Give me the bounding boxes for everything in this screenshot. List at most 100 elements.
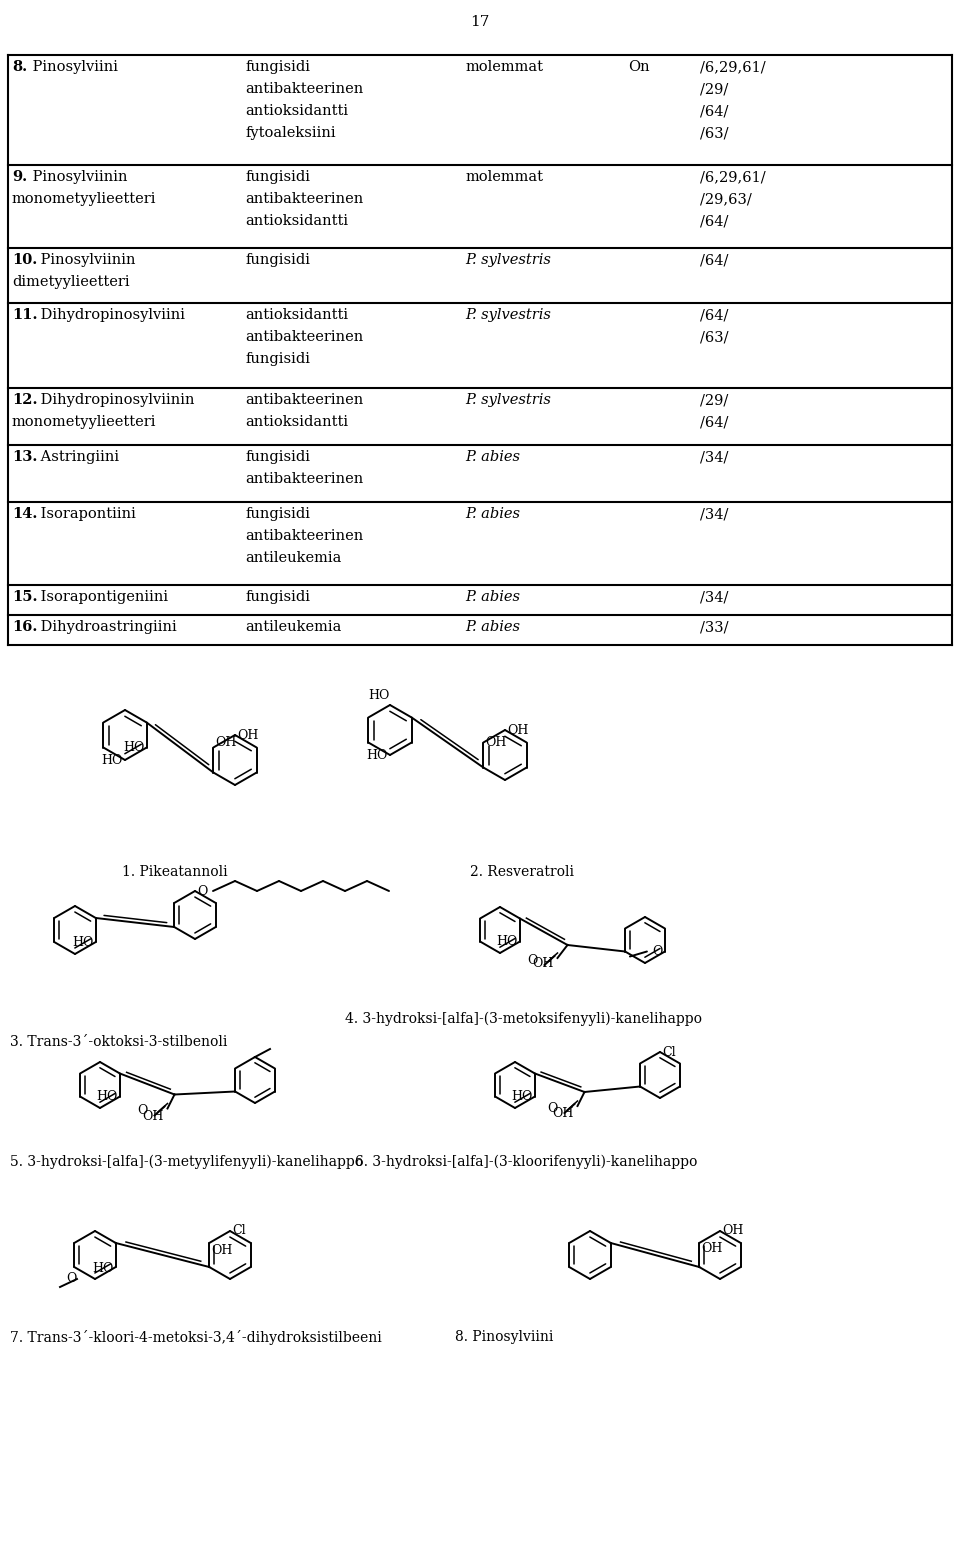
Text: fungisidi: fungisidi [245,253,310,267]
Text: Astringiini: Astringiini [36,451,119,465]
Text: P. sylvestris: P. sylvestris [465,309,551,323]
Text: antileukemia: antileukemia [245,620,342,635]
Text: fungisidi: fungisidi [245,352,310,366]
Text: 10.: 10. [12,253,37,267]
Text: O: O [197,884,207,898]
Text: /33/: /33/ [700,620,729,635]
Text: OH: OH [552,1107,573,1119]
Text: fungisidi: fungisidi [245,507,310,521]
Text: /34/: /34/ [700,589,729,603]
Text: OH: OH [237,728,258,742]
Text: antioksidantti: antioksidantti [245,415,348,429]
Text: P. abies: P. abies [465,451,520,465]
Text: antibakteerinen: antibakteerinen [245,83,363,97]
Text: OH: OH [486,736,507,748]
Text: antioksidantti: antioksidantti [245,309,348,323]
Text: fytoaleksiini: fytoaleksiini [245,126,336,140]
Text: P. sylvestris: P. sylvestris [465,393,551,407]
Text: 11.: 11. [12,309,37,323]
Text: O: O [66,1272,77,1286]
Text: fungisidi: fungisidi [245,451,310,465]
Text: 8.: 8. [12,59,27,73]
Text: /64/: /64/ [700,104,729,118]
Text: /29/: /29/ [700,393,729,407]
Text: 6. 3-hydroksi-[alfa]-(3-kloorifenyyli)-kanelihappo: 6. 3-hydroksi-[alfa]-(3-kloorifenyyli)-k… [355,1155,697,1169]
Text: antibakteerinen: antibakteerinen [245,393,363,407]
Text: /63/: /63/ [700,126,729,140]
Text: /64/: /64/ [700,214,729,228]
Text: HO: HO [367,748,388,761]
Text: HO: HO [123,741,145,755]
Text: HO: HO [102,753,123,767]
Text: On: On [628,59,650,73]
Text: OH: OH [507,723,528,736]
Text: Pinosylviinin: Pinosylviinin [36,253,135,267]
Text: P. abies: P. abies [465,589,520,603]
Text: 2. Resveratroli: 2. Resveratroli [470,865,574,879]
Text: 4. 3-hydroksi-[alfa]-(3-metoksifenyyli)-kanelihappo: 4. 3-hydroksi-[alfa]-(3-metoksifenyyli)-… [345,1012,702,1026]
Text: monometyylieetteri: monometyylieetteri [12,415,156,429]
Text: Pinosylviini: Pinosylviini [28,59,118,73]
Text: /63/: /63/ [700,331,729,345]
Text: 14.: 14. [12,507,37,521]
Text: HO: HO [369,689,390,702]
Text: molemmat: molemmat [465,59,543,73]
Text: P. abies: P. abies [465,507,520,521]
Text: antibakteerinen: antibakteerinen [245,472,363,486]
Text: P. abies: P. abies [465,620,520,635]
Text: 7. Trans-3´-kloori-4-metoksi-3,4´-dihydroksistilbeeni: 7. Trans-3´-kloori-4-metoksi-3,4´-dihydr… [10,1330,382,1345]
Text: HO: HO [496,935,517,948]
Text: Isorapontigeniini: Isorapontigeniini [36,589,168,603]
Text: Pinosylviinin: Pinosylviinin [28,170,128,184]
Text: Dihydropinosylviinin: Dihydropinosylviinin [36,393,195,407]
Text: 16.: 16. [12,620,37,635]
Text: OH: OH [215,736,237,748]
Text: dimetyylieetteri: dimetyylieetteri [12,274,130,288]
Text: Isorapontiini: Isorapontiini [36,507,136,521]
Text: OH: OH [211,1244,232,1258]
Text: 9.: 9. [12,170,27,184]
Text: /64/: /64/ [700,415,729,429]
Text: 17: 17 [470,16,490,30]
Text: OH: OH [701,1241,723,1255]
Text: monometyylieetteri: monometyylieetteri [12,192,156,206]
Text: 3. Trans-3´-oktoksi-3-stilbenoli: 3. Trans-3´-oktoksi-3-stilbenoli [10,1035,228,1049]
Text: 13.: 13. [12,451,37,465]
Text: 1. Pikeatannoli: 1. Pikeatannoli [122,865,228,879]
Text: 5. 3-hydroksi-[alfa]-(3-metyylifenyyli)-kanelihappo: 5. 3-hydroksi-[alfa]-(3-metyylifenyyli)-… [10,1155,363,1169]
Text: fungisidi: fungisidi [245,59,310,73]
Text: antileukemia: antileukemia [245,550,342,564]
Text: O: O [527,954,538,967]
Text: /6,29,61/: /6,29,61/ [700,170,766,184]
Text: HO: HO [512,1090,533,1104]
Text: /64/: /64/ [700,309,729,323]
Text: HO: HO [72,935,94,948]
Text: /34/: /34/ [700,507,729,521]
Text: Dihydropinosylviini: Dihydropinosylviini [36,309,185,323]
Text: O: O [547,1102,558,1115]
Text: HO: HO [97,1090,118,1104]
Text: O: O [137,1104,148,1116]
Text: OH: OH [142,1110,163,1122]
Text: Dihydroastringiini: Dihydroastringiini [36,620,177,635]
Text: OH: OH [532,957,553,970]
Text: O: O [653,945,663,957]
Text: P. sylvestris: P. sylvestris [465,253,551,267]
Text: antioksidantti: antioksidantti [245,214,348,228]
Text: /29/: /29/ [700,83,729,97]
Text: 12.: 12. [12,393,37,407]
Text: antibakteerinen: antibakteerinen [245,192,363,206]
Text: antibakteerinen: antibakteerinen [245,331,363,345]
Text: /64/: /64/ [700,253,729,267]
Text: Cl: Cl [232,1224,246,1238]
Text: fungisidi: fungisidi [245,170,310,184]
Text: OH: OH [722,1224,743,1238]
Text: 15.: 15. [12,589,37,603]
Text: HO: HO [92,1263,114,1275]
Text: fungisidi: fungisidi [245,589,310,603]
Text: antioksidantti: antioksidantti [245,104,348,118]
Text: antibakteerinen: antibakteerinen [245,529,363,543]
Text: /29,63/: /29,63/ [700,192,752,206]
Text: 8. Pinosylviini: 8. Pinosylviini [455,1330,553,1344]
Text: /6,29,61/: /6,29,61/ [700,59,766,73]
